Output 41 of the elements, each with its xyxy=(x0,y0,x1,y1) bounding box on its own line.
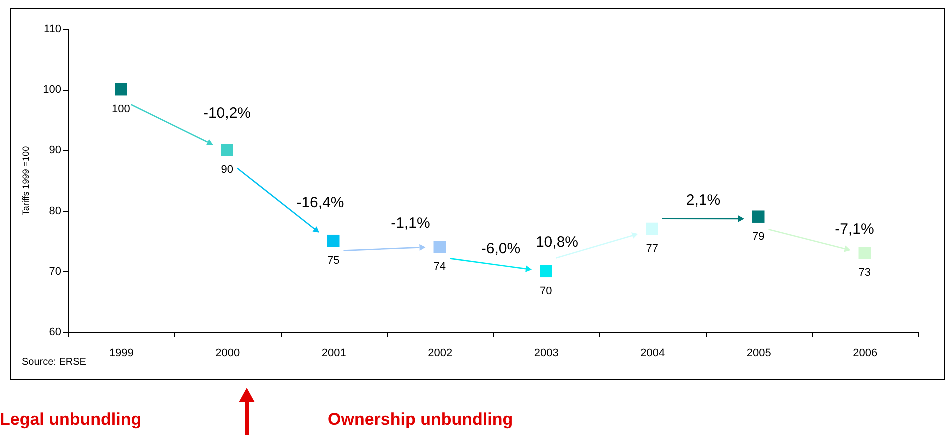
y-tick-label: 100 xyxy=(43,84,62,96)
data-label: 74 xyxy=(434,261,446,274)
point xyxy=(328,234,340,248)
annotation: 2,1% xyxy=(686,192,721,209)
y-tick-label: 60 xyxy=(49,326,62,338)
y-tick-label: 110 xyxy=(44,24,62,36)
annotation: 10,8% xyxy=(536,234,579,252)
x-tick-label: 1999 xyxy=(109,348,134,360)
annotation: -6,0% xyxy=(481,240,521,258)
annotation: -10,2% xyxy=(203,104,252,122)
annotation: -1,1% xyxy=(391,215,430,232)
data-label: 70 xyxy=(540,285,552,298)
point xyxy=(115,83,128,96)
data-label: 73 xyxy=(858,267,871,280)
y-tick-label: 80 xyxy=(49,205,62,218)
x-tick-label: 2000 xyxy=(216,348,240,360)
y-axis-title: Tariffs 1999 =100 xyxy=(21,146,32,216)
x-tick-label: 2001 xyxy=(322,348,346,360)
text: Ownership unbundling xyxy=(328,410,514,430)
annotation: -16,4% xyxy=(296,194,344,212)
data-label: 79 xyxy=(752,230,765,243)
y-tick-label: 90 xyxy=(49,144,62,157)
data-label: 90 xyxy=(221,164,234,176)
x-tick-label: 2004 xyxy=(640,348,666,360)
x-tick-label: 2002 xyxy=(428,348,453,360)
x-tick-label: 2006 xyxy=(853,348,878,360)
data-label: 75 xyxy=(328,255,340,268)
source-note: Source: ERSE xyxy=(22,357,86,368)
x-tick-label: 2005 xyxy=(746,348,772,360)
data-label: 100 xyxy=(112,104,130,116)
point xyxy=(646,222,658,236)
x-tick-label: 2003 xyxy=(534,348,559,360)
point xyxy=(858,247,871,260)
point xyxy=(221,144,234,156)
data-label: 77 xyxy=(646,242,658,255)
point xyxy=(540,265,552,278)
text: Legal unbundling xyxy=(0,410,142,430)
point xyxy=(434,241,446,254)
point xyxy=(752,210,765,223)
y-tick-label: 70 xyxy=(49,266,62,278)
annotation: -7,1% xyxy=(835,221,874,238)
